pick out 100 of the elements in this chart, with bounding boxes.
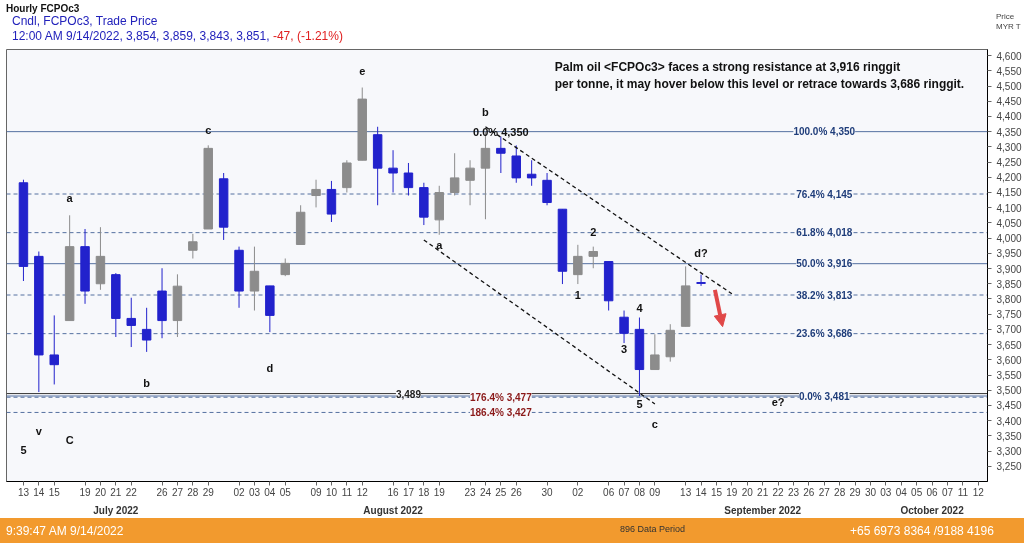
text: September 2022 bbox=[724, 504, 802, 516]
y-tick-label: 4,600 bbox=[996, 50, 1022, 62]
text: August 2022 bbox=[363, 504, 424, 516]
x-tick-label: 06 bbox=[603, 486, 615, 498]
y-tick-label: 3,650 bbox=[996, 339, 1022, 351]
candlestick bbox=[249, 246, 260, 312]
x-tick-label: 08 bbox=[633, 486, 646, 498]
x-tick-label: 15 bbox=[710, 486, 723, 498]
y-tick-label: 3,950 bbox=[996, 248, 1022, 260]
ref-line-label: 23.6% 3,686 bbox=[796, 328, 853, 340]
x-tick-label: 19 bbox=[726, 486, 738, 498]
ref-line-label: 61.8% 4,018 bbox=[796, 227, 853, 239]
x-tick-label: 25 bbox=[495, 486, 507, 498]
text: 896 Data Period bbox=[620, 523, 686, 536]
annotation: d bbox=[266, 361, 274, 374]
y-axis-title: Price MYR T bbox=[996, 12, 1022, 32]
y-tick-label: 4,150 bbox=[996, 187, 1022, 199]
y-tick-label: 4,350 bbox=[996, 126, 1022, 138]
x-tick-label: 02 bbox=[572, 486, 584, 498]
y-tick-label: 4,400 bbox=[996, 111, 1022, 123]
x-tick-label: 11 bbox=[957, 486, 969, 498]
x-tick-label: 30 bbox=[541, 486, 554, 498]
text: July 2022 bbox=[93, 504, 139, 516]
candlestick bbox=[588, 246, 598, 269]
candlestick bbox=[573, 244, 583, 285]
annotation: 3 bbox=[620, 342, 628, 355]
y-tick-label: 4,200 bbox=[996, 172, 1022, 184]
candlestick bbox=[449, 152, 460, 197]
y-tick-label: 4,100 bbox=[996, 202, 1022, 214]
annotation: C bbox=[65, 433, 74, 446]
candlestick bbox=[188, 233, 198, 259]
x-tick-label: 26 bbox=[510, 486, 523, 498]
text: -47, (-1.21%) bbox=[272, 29, 343, 43]
annotation: b bbox=[482, 105, 490, 118]
annotation: 4 bbox=[636, 301, 644, 314]
x-tick-label: 27 bbox=[171, 486, 184, 498]
x-tick-label: 11 bbox=[341, 486, 353, 498]
candlestick bbox=[126, 297, 136, 348]
x-tick-label: 17 bbox=[402, 486, 415, 498]
x-tick-label: 03 bbox=[880, 486, 892, 498]
candlestick bbox=[403, 162, 414, 197]
candlestick bbox=[619, 310, 629, 344]
x-tick-label: 28 bbox=[187, 486, 199, 498]
x-tick-label: 20 bbox=[94, 486, 107, 498]
candlestick bbox=[526, 159, 537, 187]
x-tick-label: 26 bbox=[803, 486, 815, 498]
text: 12:00 AM 9/14/2022, 3,854, 3,859, 3,843, 3,851, bbox=[12, 29, 270, 43]
y-tick-label: 4,300 bbox=[996, 141, 1022, 153]
candlestick bbox=[49, 314, 59, 385]
y-tick-label: 4,250 bbox=[996, 157, 1022, 169]
annotation: c bbox=[651, 417, 658, 430]
y-tick-label: 3,550 bbox=[996, 370, 1022, 382]
x-tick-label: 05 bbox=[279, 486, 292, 498]
x-tick-label: 18 bbox=[418, 486, 430, 498]
ref-line-label: 176.4% 3,477 bbox=[469, 391, 533, 403]
annotation: d? bbox=[694, 246, 709, 259]
x-tick-label: 24 bbox=[479, 486, 492, 498]
x-tick-label: 09 bbox=[649, 486, 661, 498]
y-tick-label: 3,450 bbox=[996, 400, 1022, 412]
y-tick-label: 3,850 bbox=[996, 278, 1022, 290]
candlestick bbox=[496, 136, 506, 174]
ref-line-label: 100.0% 4,350 bbox=[793, 126, 856, 138]
annotation: e? bbox=[771, 396, 785, 409]
ref-line-label: 0.0% 3,481 bbox=[798, 390, 850, 402]
candlestick bbox=[542, 172, 552, 206]
annotation: Palm oil <FCPOc3> faces a strong resistance at 3,916 ringgit per tonne, it may hover below this level or retrace towards 3,686 ringgit. bbox=[554, 60, 965, 92]
x-tick-label: 13 bbox=[17, 486, 30, 498]
x-tick-label: 05 bbox=[911, 486, 923, 498]
x-tick-label: 12 bbox=[972, 486, 985, 498]
x-tick-label: 29 bbox=[202, 486, 215, 498]
x-tick-label: 02 bbox=[233, 486, 246, 498]
x-tick-label: 21 bbox=[110, 486, 122, 498]
y-tick-label: 4,450 bbox=[996, 96, 1022, 108]
y-tick-label: 3,800 bbox=[996, 293, 1022, 305]
annotation: 5 bbox=[636, 397, 643, 410]
x-tick-label: 21 bbox=[757, 486, 769, 498]
x-tick-label: 03 bbox=[248, 486, 261, 498]
candlestick bbox=[511, 144, 521, 184]
annotation: 5 bbox=[20, 443, 27, 456]
candlestick bbox=[311, 179, 321, 208]
candlestick bbox=[388, 149, 398, 193]
x-tick-label: 15 bbox=[48, 486, 61, 498]
x-tick-label: 29 bbox=[849, 486, 862, 498]
x-tick-label: 19 bbox=[433, 486, 446, 498]
x-tick-label: 19 bbox=[79, 486, 92, 498]
x-tick-label: 26 bbox=[156, 486, 169, 498]
candlestick bbox=[650, 333, 660, 371]
y-tick-label: 4,000 bbox=[996, 233, 1022, 245]
annotation: 1 bbox=[574, 288, 581, 301]
x-tick-label: 04 bbox=[264, 486, 276, 498]
x-tick-label: 27 bbox=[818, 486, 831, 498]
annotation: 2 bbox=[590, 226, 597, 239]
annotation: e bbox=[359, 64, 366, 77]
y-tick-label: 4,500 bbox=[996, 81, 1022, 93]
x-tick-label: 12 bbox=[356, 486, 369, 498]
x-tick-label: 30 bbox=[864, 486, 877, 498]
text: October 2022 bbox=[900, 504, 965, 516]
x-tick-label: 22 bbox=[772, 486, 785, 498]
y-tick-label: 4,050 bbox=[996, 217, 1022, 229]
y-tick-label: 3,500 bbox=[996, 385, 1022, 397]
